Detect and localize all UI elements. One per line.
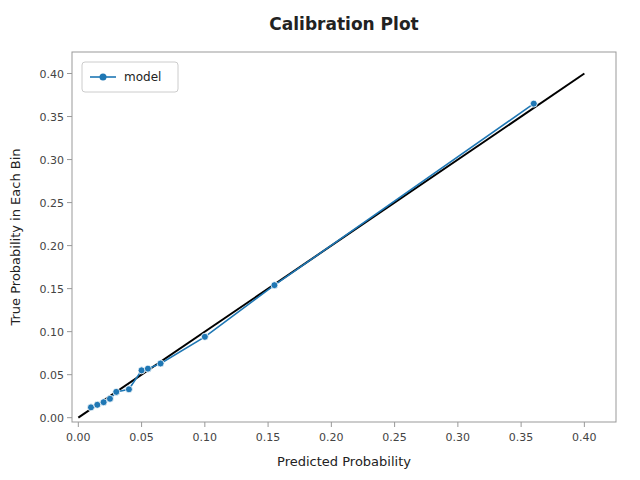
series-marker: [530, 100, 537, 107]
x-tick-label: 0.05: [129, 431, 154, 444]
y-tick: [67, 288, 72, 289]
x-tick-label: 0.00: [66, 431, 91, 444]
y-tick-label: 0.20: [40, 240, 65, 253]
y-tick-label: 0.35: [40, 111, 65, 124]
legend-marker: [100, 74, 107, 81]
y-tick-label: 0.30: [40, 154, 65, 167]
x-tick: [331, 422, 332, 427]
x-tick: [457, 422, 458, 427]
y-tick: [67, 202, 72, 203]
x-tick-label: 0.35: [509, 431, 534, 444]
y-tick: [67, 331, 72, 332]
x-tick-label: 0.10: [193, 431, 218, 444]
x-tick: [78, 422, 79, 427]
y-tick-label: 0.40: [40, 68, 65, 81]
series-line: [78, 74, 584, 418]
y-tick: [67, 374, 72, 375]
y-tick: [67, 417, 72, 418]
data-area: [78, 74, 584, 418]
x-tick-label: 0.15: [256, 431, 281, 444]
y-tick: [67, 73, 72, 74]
x-tick-label: 0.25: [382, 431, 407, 444]
series-marker: [157, 360, 164, 367]
y-tick: [67, 116, 72, 117]
series-marker: [106, 395, 113, 402]
x-tick: [204, 422, 205, 427]
series-marker: [144, 365, 151, 372]
x-axis-label: Predicted Probability: [277, 454, 411, 469]
plot-frame: [72, 52, 616, 422]
legend-box: [82, 62, 178, 92]
series-marker: [113, 388, 120, 395]
y-tick-label: 0.00: [40, 412, 65, 425]
y-tick-label: 0.25: [40, 197, 65, 210]
x-tick: [268, 422, 269, 427]
series-marker: [271, 282, 278, 289]
series-marker: [138, 367, 145, 374]
series-line: [91, 104, 534, 408]
y-tick-label: 0.05: [40, 369, 65, 382]
title: Calibration Plot: [269, 14, 418, 34]
x-tick: [584, 422, 585, 427]
legend: model: [82, 62, 178, 92]
x-tick-label: 0.20: [319, 431, 344, 444]
x-tick: [141, 422, 142, 427]
y-tick-label: 0.10: [40, 326, 65, 339]
x-tick: [394, 422, 395, 427]
x-tick-label: 0.30: [446, 431, 471, 444]
x-tick: [521, 422, 522, 427]
y-tick: [67, 245, 72, 246]
x-tick-label: 0.40: [572, 431, 597, 444]
legend-label: model: [124, 70, 161, 84]
series-marker: [125, 386, 132, 393]
y-tick: [67, 159, 72, 160]
y-axis-label: True Probability in Each Bin: [8, 148, 23, 326]
series-marker: [100, 399, 107, 406]
series-marker: [201, 333, 208, 340]
axes: 0.00 0.05 0.10 0.15 0.20 0.25 0.30 0.35 0.40 0.00…: [40, 52, 617, 444]
y-tick-label: 0.15: [40, 283, 65, 296]
chart: Calibration Plot 0.00 0.05 0.10 0.15 0.20 0.25…: [0, 0, 640, 480]
